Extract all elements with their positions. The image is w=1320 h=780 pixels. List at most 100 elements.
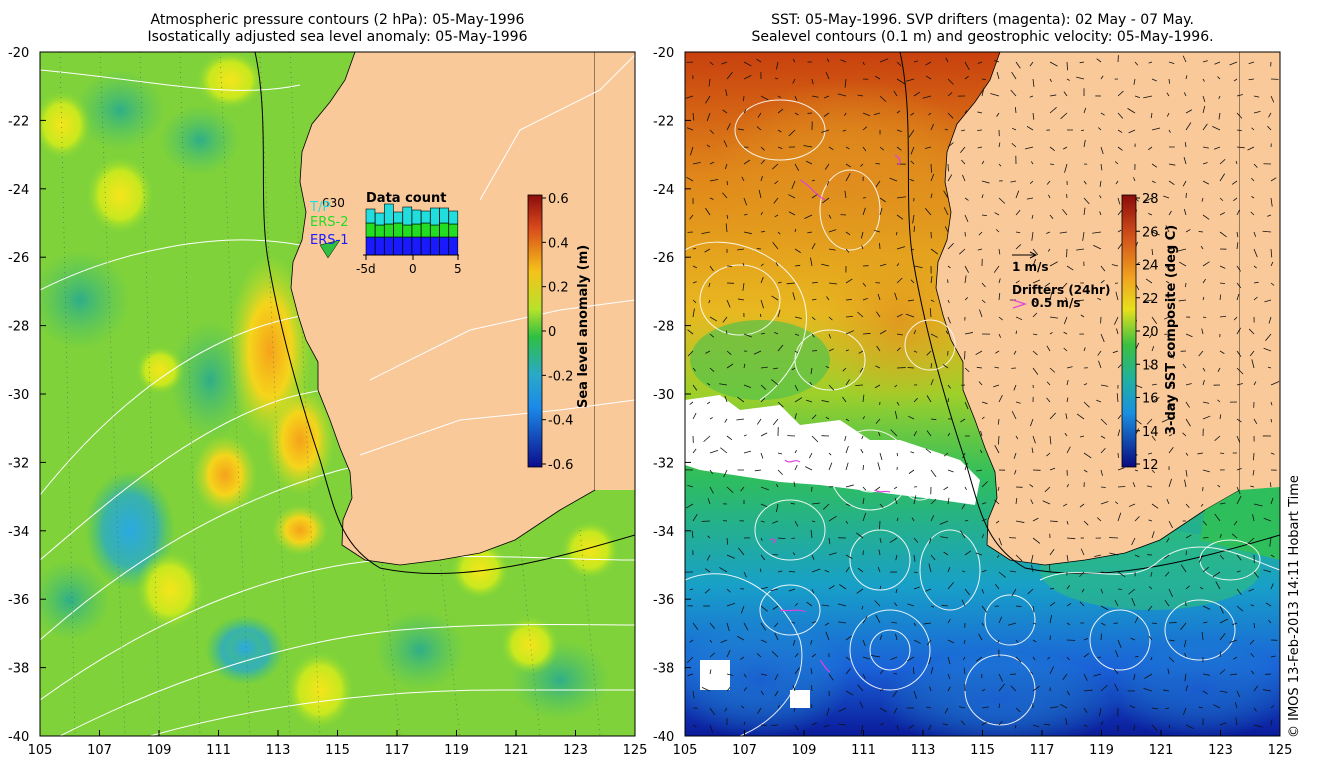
left-y-tick: -26 [8,251,29,266]
left-x-tick: 115 [325,743,350,758]
count-bar [374,236,385,256]
colorbar-tick: 16 [1142,392,1159,407]
count-bar [402,224,413,238]
drifters-label: Drifters (24hr) [1012,283,1110,297]
colorbar-tick: 28 [1142,192,1159,207]
right-x-tick: 105 [673,743,698,758]
count-bar [384,203,394,225]
count-bar [393,211,403,224]
right-x-tick: 115 [970,743,995,758]
velocity-scale: 1 m/s [1012,251,1049,274]
count-bar [411,236,422,256]
left-x-tick: 111 [206,743,231,758]
left-x-tick: 109 [147,743,172,758]
colorbar-tick: 20 [1142,325,1159,340]
count-tick-minus5: -5d [356,262,376,276]
count-bar [402,236,413,256]
right-x-tick: 111 [851,743,876,758]
count-bar [365,208,376,224]
right-x-tick: 125 [1268,743,1293,758]
right-y-tick: -30 [653,388,674,403]
sat-tp-label: T/P [309,200,330,215]
colorbar-tick: 24 [1142,259,1159,274]
sealevel-contours [685,99,1280,736]
left-x-tick: 117 [385,743,410,758]
count-bar [430,236,440,256]
count-bar [420,210,431,224]
count-bar [439,236,449,256]
count-bar [384,236,394,256]
sst-colorbar-label: 3-day SST composite (deg C) [1164,225,1179,435]
right-y-tick: -20 [653,46,674,61]
data-count-title: Data count [366,191,446,206]
left-y-tick: -20 [8,46,29,61]
count-bar [365,236,376,256]
count-bar [448,223,459,238]
colorbar-tick: 0 [548,325,556,340]
left-x-tick: 105 [28,743,53,758]
colorbar-tick: 14 [1142,425,1159,440]
drifter-tracks [769,154,901,673]
right-title-line2: Sealevel contours (0.1 m) and geostrophi… [751,29,1214,45]
right-y-tick: -40 [653,730,674,745]
scale-arrow-label: 1 m/s [1012,260,1049,274]
left-x-tick: 123 [563,743,588,758]
left-y-tick: -30 [8,388,29,403]
colorbar-tick: 12 [1142,458,1159,473]
left-y-tick: -28 [8,320,29,335]
count-bar [374,212,385,226]
right-x-tick: 123 [1208,743,1233,758]
colorbar-tick: -0.6 [548,458,573,473]
right-map [685,52,1280,736]
left-x-tick: 119 [444,743,469,758]
count-tick-5: 5 [454,262,462,276]
count-bar [411,223,422,238]
right-y-tick: -36 [653,593,674,608]
colorbar-tick: -0.4 [548,414,573,429]
sst-colorbar [1121,194,1137,468]
sat-ers2-label: ERS-2 [310,215,348,230]
left-title-line2: Isostatically adjusted sea level anomaly… [147,29,528,45]
right-x-tick: 121 [1149,743,1174,758]
count-bar [448,210,459,225]
colorbar-tick: 0.6 [548,192,569,207]
left-x-tick: 125 [623,743,648,758]
right-panel-title: SST: 05-May-1996. SVP drifters (magenta)… [685,12,1280,46]
count-bar [402,206,413,226]
left-title-line1: Atmospheric pressure contours (2 hPa): 0… [150,12,525,28]
count-bar [439,207,449,224]
count-bar [374,224,385,238]
left-y-tick: -34 [8,525,29,540]
geostrophic-vectors [685,55,1280,734]
count-bar [411,209,422,225]
count-tick-0: 0 [409,262,417,276]
right-x-tick: 119 [1089,743,1114,758]
right-y-tick: -26 [653,251,674,266]
right-x-tick: 107 [732,743,757,758]
left-y-tick: -22 [8,114,29,129]
drifter-speed-label: 0.5 m/s [1031,296,1080,310]
sla-colorbar [527,194,543,468]
left-x-tick: 107 [87,743,112,758]
colorbar-tick: 22 [1142,292,1159,307]
count-bar [430,207,440,226]
count-bar [420,236,431,256]
count-bar [420,222,431,238]
right-y-tick: -32 [653,456,674,471]
right-x-tick: 117 [1030,743,1055,758]
left-y-tick: -32 [8,456,29,471]
count-bar [448,236,459,256]
right-y-tick: -22 [653,114,674,129]
right-title-line1: SST: 05-May-1996. SVP drifters (magenta)… [771,12,1194,28]
left-y-tick: -38 [8,662,29,677]
count-bar [393,222,403,238]
credit-text: © IMOS 13-Feb-2013 14:11 Hobart Time [1287,475,1302,738]
colorbar-tick: 26 [1142,225,1159,240]
right-x-tick: 109 [792,743,817,758]
count-bar [439,222,449,238]
left-x-tick: 121 [504,743,529,758]
colorbar-tick: 0.4 [548,236,569,251]
count-bar [384,223,394,238]
right-y-tick: -24 [653,183,674,198]
